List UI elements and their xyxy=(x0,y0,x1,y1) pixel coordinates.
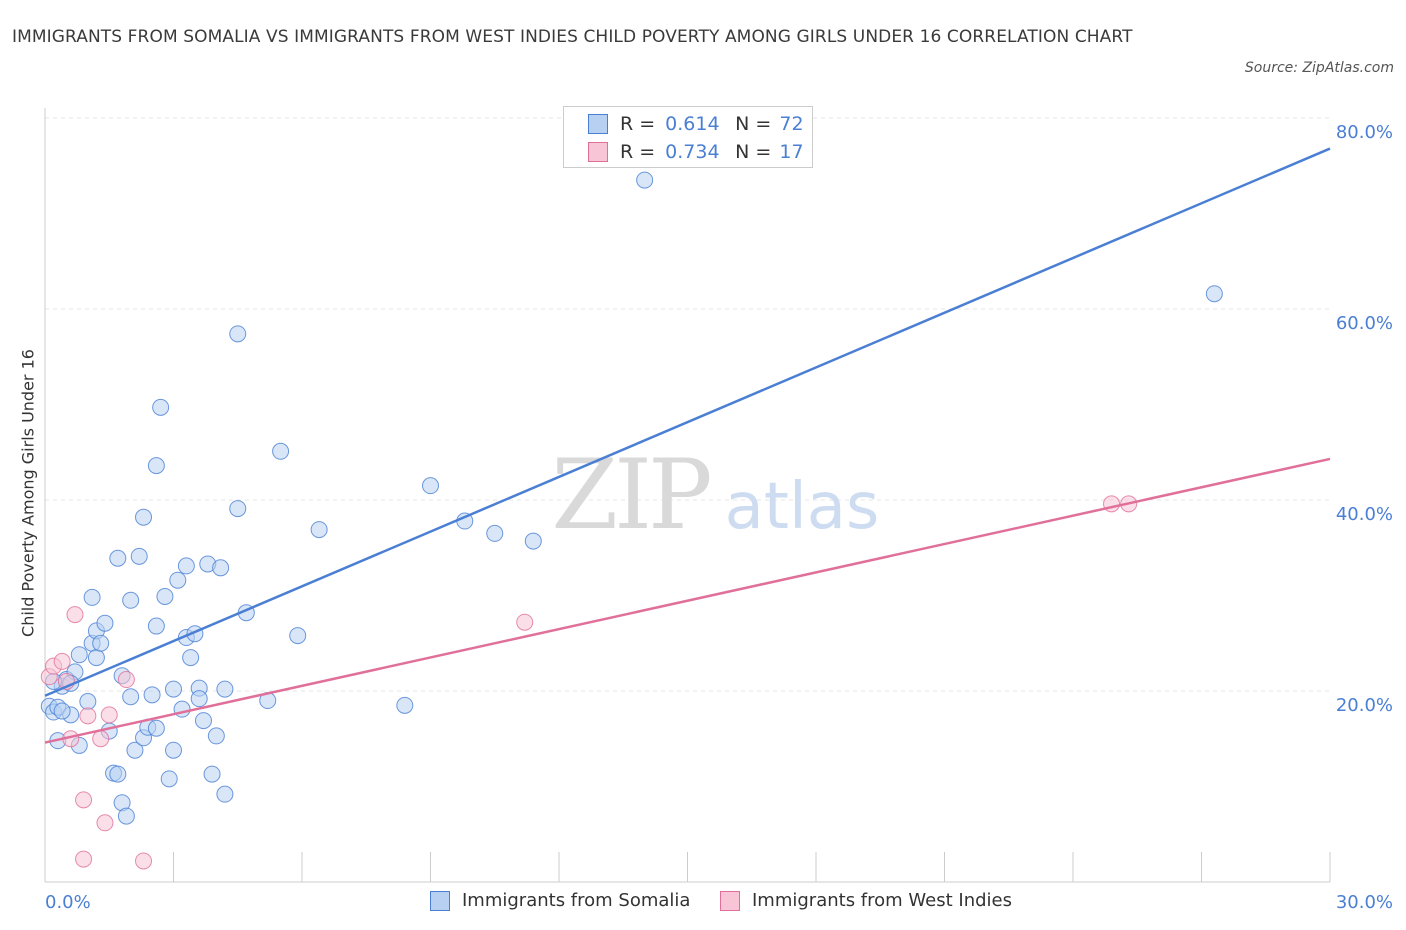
point-somalia xyxy=(169,571,187,589)
point-somalia xyxy=(156,587,174,605)
series-legend-west-indies[interactable]: Immigrants from West Indies xyxy=(720,890,1012,911)
legend-n-value: 17 xyxy=(779,141,804,163)
point-somalia xyxy=(122,688,140,706)
point-somalia xyxy=(229,500,247,518)
tick-labels: 20.0% 40.0% 60.0% 80.0% 0.0% 30.0% xyxy=(45,122,1393,913)
series-swatch-west-indies xyxy=(720,890,740,911)
point-somalia xyxy=(486,524,504,542)
point-somalia xyxy=(117,807,135,825)
legend-r-label: R = xyxy=(620,141,656,163)
point-somalia xyxy=(147,617,165,635)
point-somalia xyxy=(229,325,247,343)
x-tick-label: 30.0% xyxy=(1336,892,1393,913)
point-somalia xyxy=(96,614,114,632)
point-somalia xyxy=(524,532,542,550)
point-somalia xyxy=(216,785,234,803)
legend-swatch-west-indies xyxy=(588,142,608,162)
point-somalia xyxy=(310,521,328,539)
point-somalia xyxy=(396,696,414,714)
point-west-indies xyxy=(79,707,97,725)
point-somalia xyxy=(130,547,148,565)
chart-title: IMMIGRANTS FROM SOMALIA VS IMMIGRANTS FR… xyxy=(12,27,1133,47)
y-tick-label: 40.0% xyxy=(1336,504,1393,525)
legend-r-value: 0.614 xyxy=(665,113,720,135)
point-west-indies xyxy=(53,652,71,670)
point-west-indies xyxy=(135,852,153,870)
trend-line-west-indies xyxy=(44,457,1331,744)
legend-n-value: 72 xyxy=(779,113,804,135)
source-note: Source: ZipAtlas.com xyxy=(1244,60,1394,76)
point-somalia xyxy=(165,741,182,759)
point-somalia xyxy=(203,765,221,783)
stats-legend: R = 0.614 N = 72 R = 0.734 N = 17 xyxy=(563,106,813,168)
point-somalia xyxy=(53,702,71,720)
point-somalia xyxy=(87,649,105,667)
trend-lines xyxy=(44,147,1331,744)
series-label-somalia: Immigrants from Somalia xyxy=(462,890,691,911)
point-somalia xyxy=(165,680,182,698)
legend-swatch-somalia xyxy=(588,114,608,134)
point-somalia xyxy=(1205,285,1223,303)
point-somalia xyxy=(70,646,88,664)
point-somalia xyxy=(212,559,230,577)
y-tick-label: 80.0% xyxy=(1336,122,1393,143)
legend-r-label: R = xyxy=(620,113,656,135)
point-west-indies xyxy=(100,706,118,724)
series-label-west-indies: Immigrants from West Indies xyxy=(752,890,1012,911)
point-somalia xyxy=(109,765,127,783)
y-tick-label: 60.0% xyxy=(1336,313,1393,334)
trend-line-somalia xyxy=(44,147,1331,697)
point-somalia xyxy=(143,686,161,704)
legend-row-west-indies: R = 0.734 N = 17 xyxy=(588,140,804,164)
point-somalia xyxy=(160,770,178,788)
point-somalia xyxy=(194,712,212,730)
point-somalia xyxy=(289,627,307,645)
point-somalia xyxy=(83,588,101,606)
point-west-indies xyxy=(92,730,110,748)
point-somalia xyxy=(126,741,144,759)
point-somalia xyxy=(109,549,127,567)
series-swatch-somalia xyxy=(430,890,450,911)
point-somalia xyxy=(147,457,165,475)
data-points xyxy=(40,171,1223,870)
point-somalia xyxy=(422,477,439,495)
point-somalia xyxy=(182,649,200,667)
point-west-indies xyxy=(96,814,114,832)
point-somalia xyxy=(216,680,234,698)
point-west-indies xyxy=(516,613,534,631)
series-legend: Immigrants from Somalia Immigrants from … xyxy=(0,890,1406,914)
watermark-atlas: atlas xyxy=(725,470,880,544)
point-somalia xyxy=(636,171,654,189)
point-somalia xyxy=(79,693,97,711)
point-somalia xyxy=(135,508,153,526)
point-somalia xyxy=(272,442,290,460)
point-somalia xyxy=(122,591,140,609)
point-west-indies xyxy=(117,671,135,689)
watermark: ZIP atlas xyxy=(551,439,879,551)
point-somalia xyxy=(152,398,170,416)
series-legend-somalia[interactable]: Immigrants from Somalia xyxy=(430,890,690,911)
legend-n-label: N = xyxy=(735,113,772,135)
legend-n-label: N = xyxy=(735,141,772,163)
x-tick-label: 0.0% xyxy=(45,892,91,913)
y-tick-label: 20.0% xyxy=(1336,695,1393,716)
point-somalia xyxy=(207,727,225,745)
point-somalia xyxy=(92,634,110,652)
point-west-indies xyxy=(66,606,84,624)
point-somalia xyxy=(147,719,165,737)
point-somalia xyxy=(190,690,208,708)
point-west-indies xyxy=(75,850,93,868)
gridlines xyxy=(45,117,1330,692)
point-somalia xyxy=(177,557,195,575)
legend-r-value: 0.734 xyxy=(665,141,720,163)
axes xyxy=(44,108,1331,883)
point-west-indies xyxy=(75,791,93,809)
legend-row-somalia: R = 0.614 N = 72 xyxy=(588,112,804,136)
watermark-zip: ZIP xyxy=(551,439,710,551)
